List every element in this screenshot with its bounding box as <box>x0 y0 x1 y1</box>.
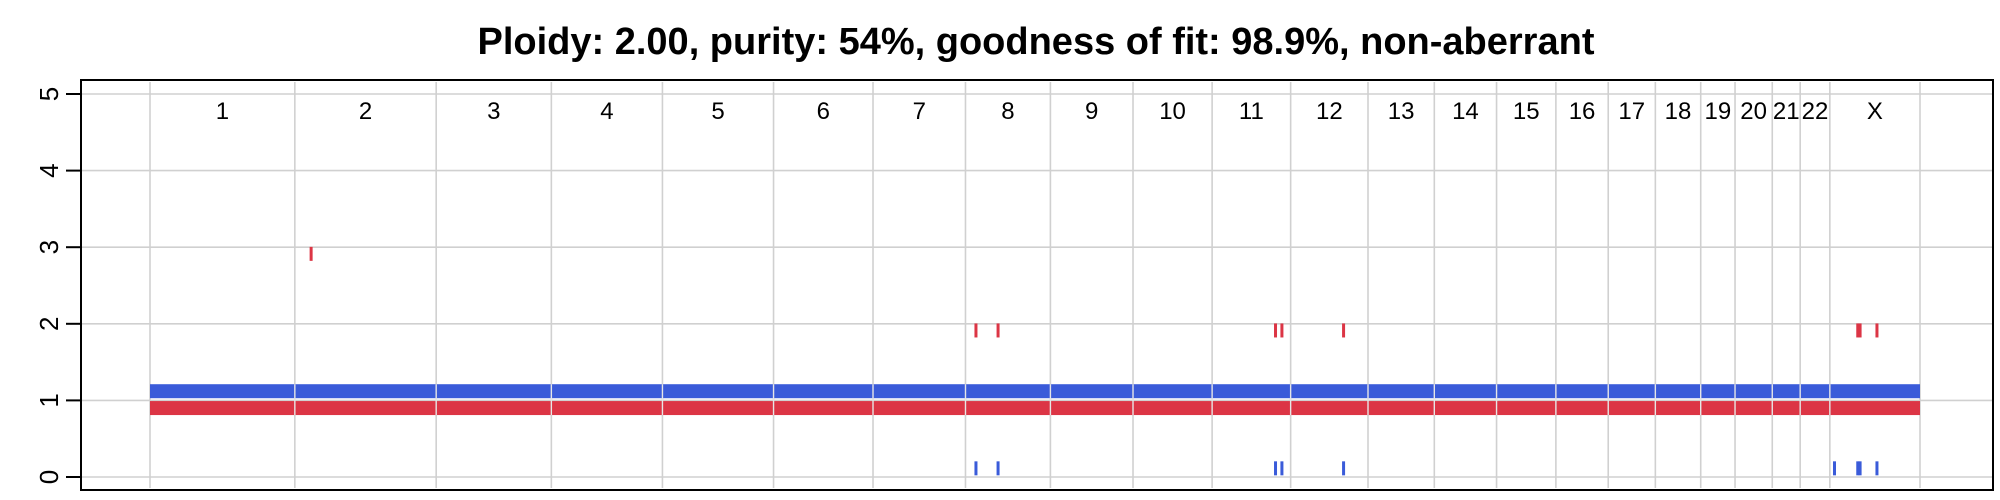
allele-markers <box>309 246 1879 476</box>
y-tick-label: 3 <box>34 240 64 254</box>
allele-marker <box>974 323 978 338</box>
chromosome-label: 6 <box>817 98 830 125</box>
allele-marker <box>996 323 1000 338</box>
allele-marker <box>1858 461 1862 476</box>
allele-marker <box>1274 323 1278 338</box>
chromosome-label: 15 <box>1513 98 1540 125</box>
y-tick-label: 4 <box>34 163 64 177</box>
chromosome-label: 5 <box>711 98 724 125</box>
chromosome-label: 13 <box>1388 98 1415 125</box>
segment-bar <box>150 384 1920 399</box>
allele-marker <box>1280 461 1284 476</box>
allele-marker <box>974 461 978 476</box>
plot-frame <box>80 79 1994 491</box>
allele-marker <box>1856 461 1860 476</box>
allele-marker <box>1832 461 1836 476</box>
chromosome-label: 1 <box>216 98 229 125</box>
chromosome-label: 9 <box>1085 98 1098 125</box>
chromosome-label: X <box>1867 98 1883 125</box>
y-tick-label: 5 <box>34 87 64 101</box>
chromosome-label: 10 <box>1159 98 1186 125</box>
chromosome-label: 12 <box>1316 98 1343 125</box>
allele-marker <box>1875 323 1879 338</box>
allele-marker <box>1875 461 1879 476</box>
allele-marker <box>1858 323 1862 338</box>
y-axis: 0 1 2 3 4 5 <box>34 87 82 484</box>
y-tick-label: 2 <box>34 317 64 331</box>
chromosome-label: 4 <box>600 98 613 125</box>
chromosome-label: 14 <box>1452 98 1479 125</box>
allele-marker <box>1342 323 1346 338</box>
chromosome-label: 3 <box>487 98 500 125</box>
chromosome-label: 2 <box>359 98 372 125</box>
grid-lines <box>82 82 1992 488</box>
allele-marker <box>1856 323 1860 338</box>
chromosome-label: 22 <box>1802 98 1829 125</box>
allele-marker <box>996 461 1000 476</box>
chromosome-label: 11 <box>1239 98 1264 125</box>
chromosome-label: 19 <box>1705 98 1732 125</box>
allele-marker <box>1274 461 1278 476</box>
chromosome-label: 16 <box>1569 98 1596 125</box>
chromosome-label: 21 <box>1773 98 1800 125</box>
allele-marker <box>1280 323 1284 338</box>
chromosome-label: 17 <box>1618 98 1645 125</box>
y-tick-label: 0 <box>34 470 64 484</box>
segment-bar <box>150 401 1920 416</box>
chromosome-label: 20 <box>1740 98 1767 125</box>
chart-title: Ploidy: 2.00, purity: 54%, goodness of f… <box>478 21 1595 63</box>
y-tick-label: 1 <box>34 393 64 407</box>
chromosome-label: 18 <box>1665 98 1692 125</box>
copy-number-segments <box>150 384 1920 416</box>
chromosome-label: 8 <box>1001 98 1014 125</box>
allele-marker <box>309 246 313 261</box>
chromosome-labels: 1 2 3 4 5 6 7 8 9 10 11 12 13 14 15 16 17 18 19 20 21 22 X <box>216 98 1883 125</box>
allele-marker <box>1342 461 1346 476</box>
chromosome-label: 7 <box>913 98 926 125</box>
